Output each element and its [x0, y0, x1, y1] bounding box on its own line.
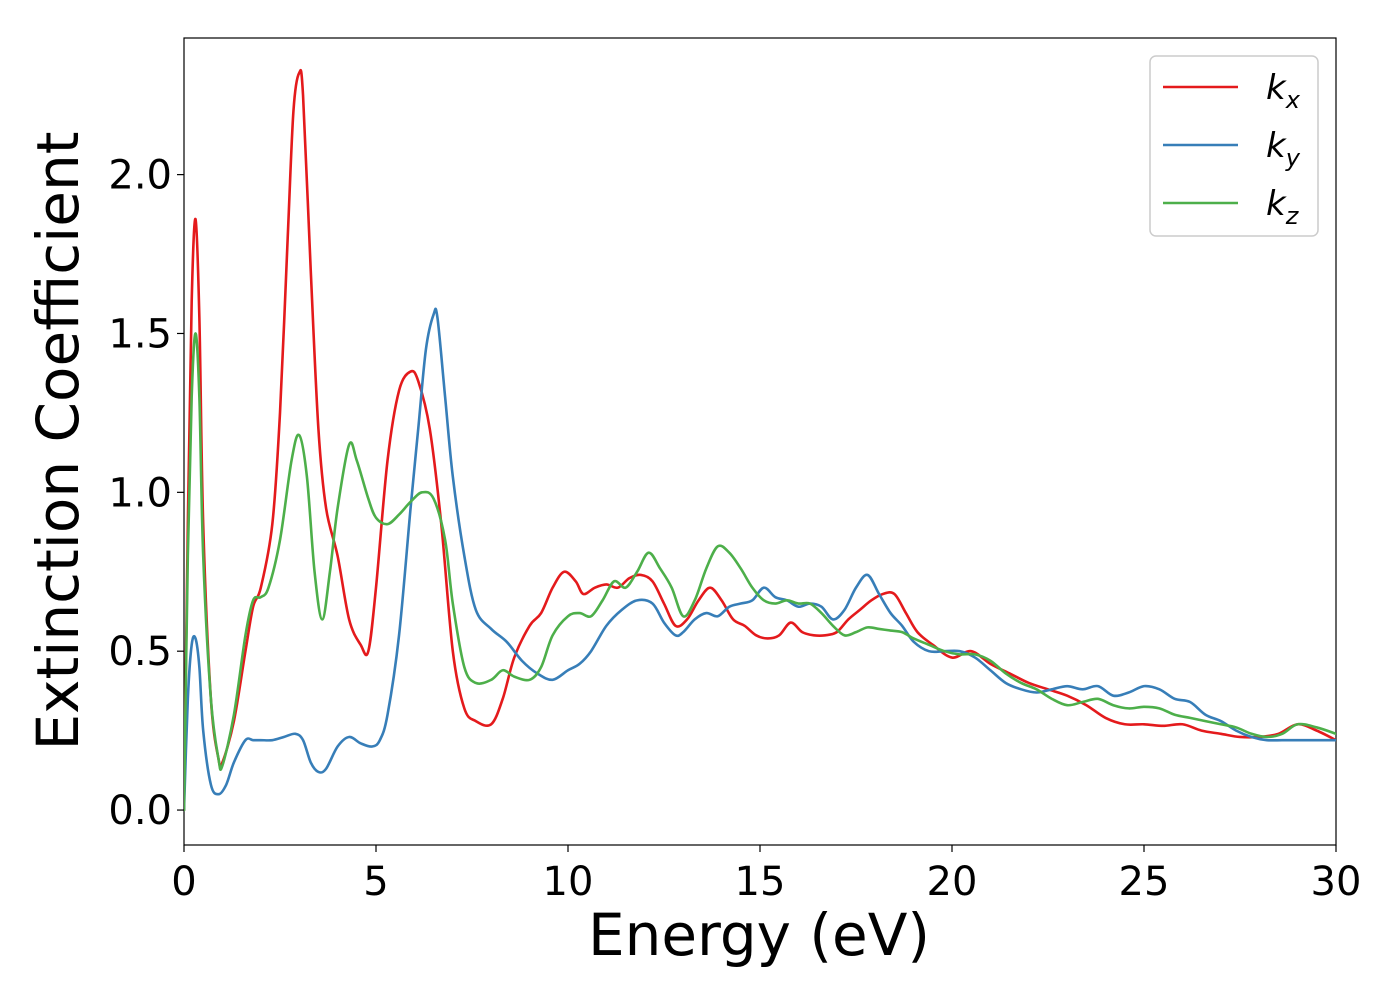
x-tick-label: 10 — [543, 859, 594, 905]
x-tick-label: 0 — [171, 859, 196, 905]
x-tick-label: 5 — [363, 859, 388, 905]
y-tick-label: 2.0 — [108, 153, 172, 199]
series-line-z — [184, 332, 1336, 812]
legend-label-z: kz — [1266, 184, 1300, 230]
series-line-y — [184, 307, 1336, 812]
y-axis-label: Extinction Coefficient — [24, 132, 92, 751]
y-tick-label: 1.5 — [108, 311, 172, 357]
series-line-x — [184, 68, 1336, 812]
series-layer — [184, 68, 1336, 812]
legend-label-x: kx — [1266, 68, 1301, 114]
ticks-layer: 0 5 10 15 20 25 30 0.0 0.5 1.0 1.5 2.0 — [108, 153, 1361, 905]
legend-items: kx ky kz — [1163, 68, 1301, 230]
y-tick-label: 0.0 — [108, 788, 172, 834]
x-tick-label: 20 — [927, 859, 978, 905]
x-tick-label: 30 — [1311, 859, 1362, 905]
x-tick-label: 15 — [735, 859, 786, 905]
y-tick-label: 1.0 — [108, 470, 172, 516]
legend-label-y: ky — [1266, 126, 1301, 172]
x-axis-label: Energy (eV) — [588, 901, 930, 969]
legend: kx ky kz — [1149, 55, 1319, 237]
x-tick-label: 25 — [1119, 859, 1170, 905]
y-tick-label: 0.5 — [108, 629, 172, 675]
